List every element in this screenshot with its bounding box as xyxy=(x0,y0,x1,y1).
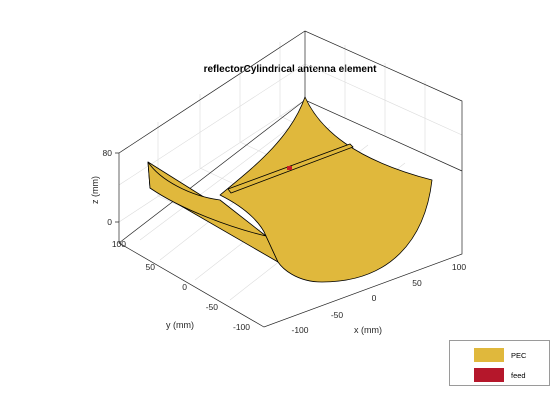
feed-point xyxy=(287,166,292,170)
legend-label-feed: feed xyxy=(511,370,526,380)
x-tick-0: 0 xyxy=(372,293,377,303)
plot-title: reflectorCylindrical antenna element xyxy=(204,64,378,75)
y-tick-neg100: -100 xyxy=(233,322,250,332)
x-tick-neg100: -100 xyxy=(291,325,308,335)
x-tick-100: 100 xyxy=(452,262,466,272)
y-tick-100: 100 xyxy=(112,239,126,249)
legend-item-feed: feed xyxy=(474,368,526,382)
y-tick-0: 0 xyxy=(182,282,187,292)
z-axis-label: z (mm) xyxy=(90,176,100,204)
legend: PEC feed xyxy=(449,340,550,386)
reflector-surface xyxy=(147,96,433,283)
z-tick-80: 80 xyxy=(103,148,113,158)
y-tick-neg50: -50 xyxy=(206,302,219,312)
feed-swatch xyxy=(474,368,504,382)
x-tick-neg50: -50 xyxy=(331,310,344,320)
x-tick-50: 50 xyxy=(412,278,422,288)
legend-label-pec: PEC xyxy=(511,350,527,360)
y-axis: 100 50 0 -50 -100 y (mm) xyxy=(112,239,250,332)
pec-swatch xyxy=(474,348,504,362)
x-axis: -100 -50 0 50 100 x (mm) xyxy=(291,262,466,335)
reflector-left-lip xyxy=(147,161,267,237)
z-tick-0: 0 xyxy=(107,217,112,227)
z-axis: 80 0 z (mm) xyxy=(90,148,119,227)
legend-item-pec: PEC xyxy=(474,348,526,362)
y-tick-50: 50 xyxy=(146,262,156,272)
x-axis-label: x (mm) xyxy=(354,325,382,335)
dipole-element xyxy=(227,143,354,194)
reflector-main xyxy=(219,96,433,283)
y-axis-label: y (mm) xyxy=(166,320,194,330)
